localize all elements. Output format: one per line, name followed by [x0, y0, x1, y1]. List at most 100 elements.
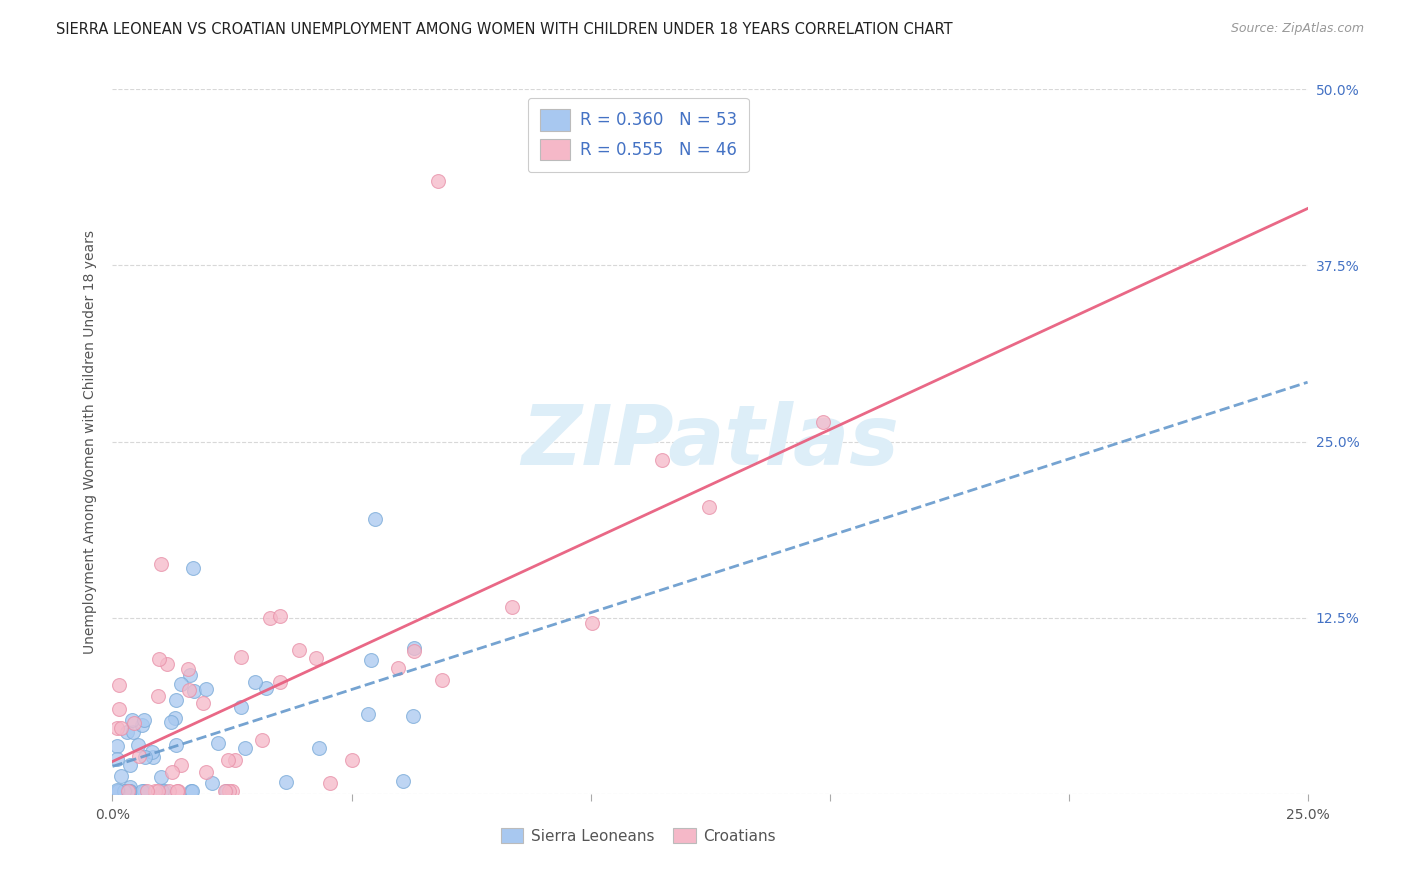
Point: [402, 640, 425, 655]
Point: [308, 740, 330, 755]
Point: [117, 784, 139, 798]
Point: [180, 784, 202, 798]
Point: [157, 784, 180, 798]
Point: [254, 681, 277, 695]
Point: [221, 784, 243, 798]
Point: [229, 700, 252, 714]
Text: SIERRA LEONEAN VS CROATIAN UNEMPLOYMENT AMONG WOMEN WITH CHILDREN UNDER 18 YEARS: SIERRA LEONEAN VS CROATIAN UNEMPLOYMENT …: [56, 22, 953, 37]
Point: [224, 753, 246, 767]
Point: [146, 784, 169, 798]
Point: [387, 661, 409, 675]
Point: [107, 678, 129, 692]
Point: [152, 784, 174, 798]
Point: [179, 683, 201, 698]
Point: [118, 780, 141, 794]
Point: [342, 753, 364, 767]
Point: [243, 675, 266, 690]
Point: [217, 753, 239, 767]
Point: [165, 738, 187, 752]
Point: [131, 784, 153, 798]
Point: [250, 733, 273, 747]
Point: [319, 775, 342, 789]
Point: [136, 784, 159, 798]
Point: [304, 650, 326, 665]
Point: [120, 758, 142, 772]
Point: [132, 784, 155, 798]
Point: [177, 662, 200, 676]
Point: [122, 716, 145, 731]
Point: [110, 769, 132, 783]
Point: [180, 784, 202, 798]
Point: [131, 717, 153, 731]
Y-axis label: Unemployment Among Women with Children Under 18 years: Unemployment Among Women with Children U…: [83, 229, 97, 654]
Point: [110, 722, 132, 736]
Point: [105, 752, 128, 766]
Point: [214, 784, 236, 798]
Point: [391, 774, 413, 789]
Point: [143, 784, 166, 798]
Point: [191, 696, 214, 710]
Point: [218, 784, 240, 798]
Point: [148, 652, 170, 666]
Point: [108, 702, 131, 716]
Point: [105, 783, 128, 797]
Point: [166, 693, 188, 707]
Point: [201, 776, 224, 790]
Point: [117, 784, 139, 798]
Text: Source: ZipAtlas.com: Source: ZipAtlas.com: [1230, 22, 1364, 36]
Point: [269, 674, 291, 689]
Point: [105, 739, 128, 753]
Point: [169, 677, 191, 691]
Point: [163, 711, 186, 725]
Point: [501, 599, 523, 614]
Point: [360, 653, 382, 667]
Point: [170, 758, 193, 772]
Point: [432, 673, 454, 687]
Legend: Sierra Leoneans, Croatians: Sierra Leoneans, Croatians: [495, 822, 782, 850]
Point: [127, 738, 149, 752]
Point: [105, 721, 128, 735]
Point: [107, 784, 129, 798]
Point: [141, 746, 163, 760]
Point: [121, 713, 143, 727]
Point: [142, 749, 165, 764]
Point: [699, 500, 721, 514]
Point: [229, 649, 252, 664]
Point: [179, 667, 201, 681]
Point: [215, 784, 238, 798]
Point: [112, 784, 135, 798]
Point: [207, 736, 229, 750]
Point: [118, 784, 141, 798]
Point: [153, 784, 176, 798]
Point: [404, 644, 426, 658]
Point: [162, 765, 184, 780]
Point: [114, 784, 136, 798]
Point: [128, 749, 150, 764]
Point: [274, 775, 297, 789]
Point: [181, 561, 204, 575]
Point: [364, 512, 387, 526]
Point: [233, 741, 256, 756]
Point: [357, 706, 380, 721]
Point: [150, 770, 173, 784]
Point: [194, 682, 217, 697]
Point: [651, 453, 673, 467]
Point: [194, 765, 217, 780]
Point: [134, 749, 156, 764]
Point: [150, 557, 173, 571]
Point: [107, 784, 129, 798]
Point: [269, 609, 291, 624]
Point: [156, 657, 179, 672]
Point: [811, 415, 834, 429]
Point: [166, 784, 188, 798]
Point: [426, 174, 449, 188]
Point: [183, 684, 205, 698]
Point: [166, 784, 188, 798]
Point: [259, 611, 281, 625]
Point: [115, 725, 138, 739]
Point: [132, 714, 155, 728]
Text: ZIPatlas: ZIPatlas: [522, 401, 898, 482]
Point: [288, 643, 311, 657]
Point: [148, 690, 170, 704]
Point: [402, 708, 425, 723]
